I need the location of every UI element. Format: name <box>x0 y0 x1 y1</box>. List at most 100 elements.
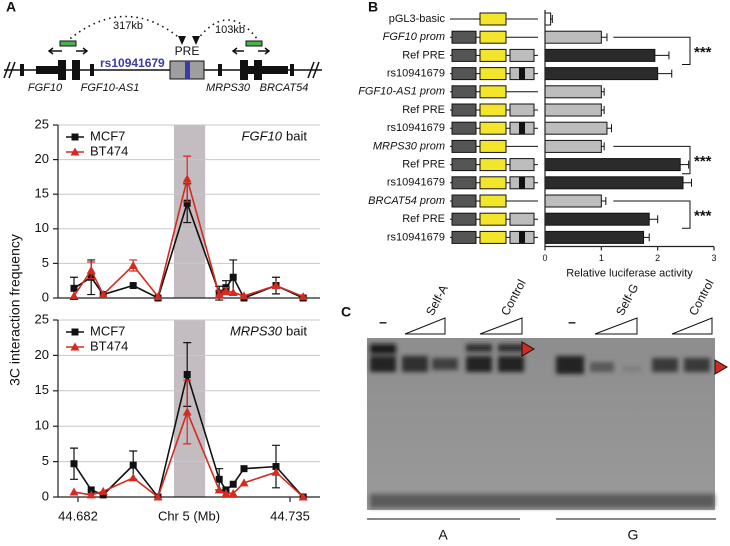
data-point <box>99 491 107 499</box>
significance-bracket <box>613 200 691 229</box>
data-point <box>129 282 137 290</box>
data-point <box>221 488 231 497</box>
promoter-box <box>451 176 477 190</box>
lane-label: Self-G <box>613 281 641 318</box>
gene-label: MRPS30 <box>206 82 251 94</box>
promoter-box <box>451 30 477 44</box>
significance-label: *** <box>694 153 712 170</box>
annotation: bait <box>286 128 307 143</box>
luciferase-box <box>479 48 507 62</box>
legend-marker <box>70 342 80 351</box>
luciferase-box <box>479 85 507 99</box>
significance-bracket <box>613 36 691 65</box>
error-bar <box>601 197 607 205</box>
row-label: Ref PRE <box>402 159 445 171</box>
error-bar <box>550 15 553 23</box>
bar <box>544 194 602 208</box>
lane-label: Control <box>686 277 717 318</box>
y-tick-label: 15 <box>35 186 49 201</box>
data-point <box>271 281 281 290</box>
annotation: FGF10 <box>242 128 283 143</box>
data-point <box>214 485 224 494</box>
error-bar <box>657 69 673 78</box>
data-point <box>182 407 192 416</box>
legend-label: MCF7 <box>90 128 125 143</box>
legend-marker <box>70 147 80 156</box>
gel-image <box>367 317 728 520</box>
distance-label: 103kb <box>215 24 245 36</box>
series-line <box>73 175 304 299</box>
axis <box>57 125 320 299</box>
lane-label: Self-A <box>423 282 451 317</box>
snp-box <box>519 176 525 189</box>
pre-box <box>509 212 535 226</box>
pre-box <box>509 48 535 62</box>
luciferase-box <box>479 121 507 135</box>
bar <box>544 139 602 153</box>
data-point <box>229 273 237 281</box>
bar <box>544 48 656 62</box>
data-point <box>183 199 191 207</box>
data-point <box>183 371 191 379</box>
promoter-box <box>451 67 477 81</box>
promoter-box <box>451 85 477 99</box>
promoter-box <box>451 139 477 153</box>
bar <box>544 212 650 226</box>
data-point <box>298 492 308 501</box>
luciferase-box <box>479 194 507 208</box>
bar <box>544 12 552 26</box>
y-tick-label: 0 <box>42 488 49 503</box>
luciferase-box <box>479 12 507 26</box>
x-tick-label: 3 <box>711 253 716 263</box>
row-label: rs10941679 <box>387 231 445 243</box>
row-label: rs10941679 <box>387 122 445 134</box>
data-point <box>129 461 137 469</box>
panel-label: C <box>341 304 351 320</box>
gene-label: FGF10 <box>28 82 63 94</box>
data-point <box>182 174 192 183</box>
bar <box>544 158 681 172</box>
y-tick-label: 20 <box>35 347 49 362</box>
promoter-box <box>451 212 477 226</box>
axis <box>57 320 320 498</box>
snp-box <box>519 231 525 244</box>
error-bar <box>601 106 605 114</box>
y-tick-label: 15 <box>35 382 49 397</box>
data-point <box>70 284 78 292</box>
gene-label: BRCAT54 <box>260 82 309 94</box>
legend-marker <box>71 133 79 141</box>
data-point <box>86 490 96 499</box>
luciferase-box <box>479 230 507 244</box>
data-point <box>271 467 281 476</box>
element-label: PRE <box>175 44 200 58</box>
luciferase-box <box>479 103 507 117</box>
data-point <box>228 488 238 497</box>
y-tick-label: 10 <box>35 418 49 433</box>
data-point <box>215 475 223 483</box>
significance-label: *** <box>694 44 712 61</box>
bar <box>544 176 684 190</box>
bar <box>544 121 608 135</box>
data-point <box>214 290 224 299</box>
luciferase-box <box>479 30 507 44</box>
data-point <box>128 260 138 269</box>
pre-box <box>509 158 535 172</box>
data-point <box>98 290 108 299</box>
y-tick-label: 25 <box>35 311 49 326</box>
promoter-box <box>451 121 477 135</box>
x-axis-label: Chr 5 (Mb) <box>158 508 220 523</box>
locus-diagram <box>3 15 322 80</box>
lane-label: – <box>568 314 576 330</box>
x-tick-label: 2 <box>655 253 660 263</box>
y-tick-label: 5 <box>42 255 49 270</box>
luciferase-box <box>479 158 507 172</box>
x-tick-label: 44.682 <box>58 508 98 523</box>
y-tick-label: 10 <box>35 220 49 235</box>
bar <box>544 30 602 44</box>
row-label: Ref PRE <box>402 49 445 61</box>
data-point <box>239 478 249 487</box>
x-tick-label: 0 <box>542 253 547 263</box>
row-label: Ref PRE <box>402 213 445 225</box>
x-tick-label: 44.735 <box>270 508 310 523</box>
